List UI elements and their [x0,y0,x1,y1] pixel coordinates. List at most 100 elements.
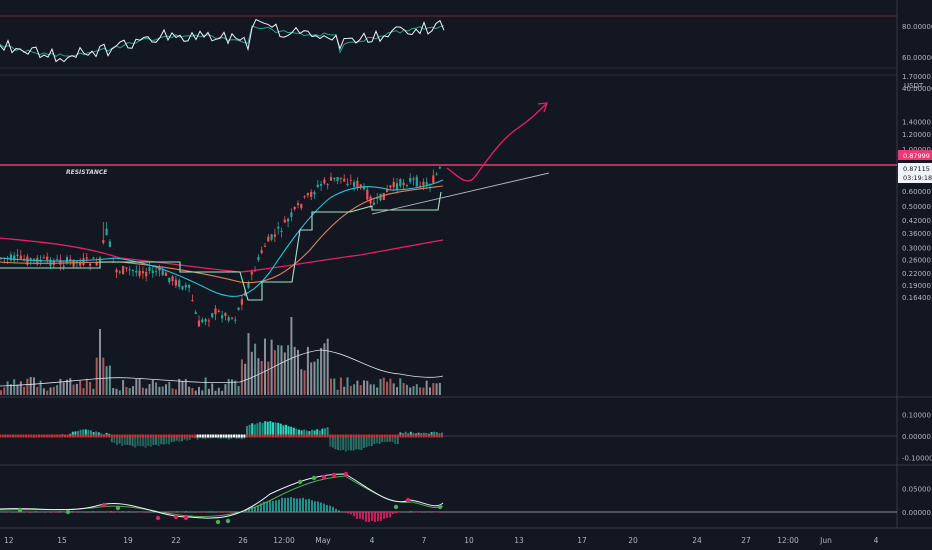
oscillator-bar [437,512,439,513]
volume-bar [405,384,408,395]
candle-body [296,203,300,206]
oscillator-bar [359,512,361,519]
volume-bar [36,386,39,395]
volume-bar [389,378,392,395]
trailing-stop-line [0,191,442,301]
volume-bar [438,382,441,395]
histogram-state-dot [201,434,204,438]
volume-bar [234,380,237,395]
price-tick-label: 0.30000 [902,245,931,253]
candle-body [419,185,422,188]
volume-bar [429,387,431,395]
oscillator-bar [356,512,358,520]
volume-bar [435,383,438,395]
rsi-tick-label: 80.00000 [902,23,932,31]
volume-bar [0,390,2,395]
histogram-state-dot [324,434,326,438]
histogram-state-dot [142,434,144,438]
oscillator-bar [233,512,235,513]
oscillator-bar [272,500,274,512]
oscillator-bar [254,506,256,512]
volume-bar [135,379,138,395]
candle-body [105,228,108,236]
histogram-state-dot [318,434,321,438]
oscillator-bar [209,511,211,512]
volume-bar [72,384,75,395]
histogram-bar [298,429,300,436]
oscillator-cross-dot [321,474,327,480]
histogram-state-dot [300,434,303,438]
volume-bar [349,385,352,395]
histogram-state-dot [199,434,202,438]
oscillator-cross-dot [155,515,161,521]
projection-arrow[interactable] [446,103,547,182]
oscillator-signal-line [0,475,444,517]
candle-body [13,255,16,261]
histogram-state-dot [1,434,4,438]
histogram-bar [305,430,308,436]
time-tick-label: 17 [577,536,587,545]
histogram-state-dot [396,434,399,438]
candle-body [108,241,111,247]
histogram-state-dot [290,434,293,438]
volume-bar [141,387,144,395]
volume-bar [336,389,339,395]
oscillator-bar [284,497,286,512]
oscillator-bar [131,511,133,513]
histogram-state-dot [194,434,196,438]
indicator-lines [0,179,444,301]
oscillator-bar [395,512,397,514]
histogram-state-dot [227,434,230,438]
oscillator-bar [230,511,232,512]
histogram-bar [425,432,428,436]
trend-line[interactable] [371,172,550,215]
oscillator-series [0,471,444,525]
oscillator-bar [296,498,298,512]
oscillator-bar [290,497,292,512]
histogram-bar [129,436,131,446]
candle-body [92,257,95,259]
histogram-bar [142,436,144,447]
histogram-state-dot [116,434,118,438]
histogram-state-dot [90,434,92,438]
histogram-state-dot [152,434,155,438]
histogram-bar [396,436,399,445]
histogram-bar [279,423,282,436]
oscillator-bar [236,511,238,513]
volume-bar [198,386,200,395]
time-tick-label: Jun [819,536,832,545]
histogram-state-dot [92,434,95,438]
volume-bar [313,361,316,395]
oscillator-bar [377,512,379,522]
candle-body [115,269,118,273]
oscillator-bar [365,512,367,522]
candle-body [174,279,177,286]
volume-bar [16,384,19,395]
oscillator-bar [299,498,301,512]
volume-bar [382,377,385,395]
oscillator-bar [41,512,43,513]
volume-bar [237,385,240,395]
oscillator-bar [47,512,49,513]
oscillator-bar [224,512,226,513]
candle-body [211,313,214,318]
histogram-state-dot [342,434,345,438]
candle-body [155,271,158,273]
oscillator-bar [35,511,37,512]
oscillator-bar [227,512,229,513]
histogram-state-dot [188,434,191,438]
oscillator-bar [392,512,394,515]
histogram-state-dot [173,434,176,438]
histogram-state-dot [82,434,85,438]
candle-body [65,257,69,263]
histogram-bar [123,436,126,445]
candle-body [277,226,280,229]
histogram-state-dot [79,434,82,438]
histogram-state-dot [435,434,438,438]
time-tick-label: 12:00 [273,536,295,545]
histogram-state-dot [233,434,235,438]
volume-bar [125,386,128,395]
histogram-bar [126,436,129,446]
volume-bar [168,382,171,395]
